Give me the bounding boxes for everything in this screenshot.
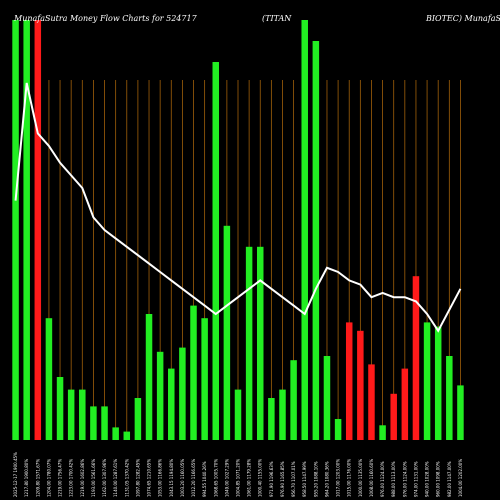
bar (168, 368, 175, 440)
bar (334, 419, 342, 440)
trend-line-layer (14, 82, 462, 333)
bar (23, 20, 30, 440)
bar (112, 427, 119, 440)
bar (123, 431, 131, 440)
x-tick-label: 1140.00 1287.61% (113, 459, 118, 497)
title-middle: (TITAN (262, 14, 292, 23)
x-tick-label: 958.50 1147.99% (302, 461, 307, 497)
bar (357, 330, 364, 440)
bar (134, 398, 142, 440)
x-tick-label: 955.20 1088.10% (313, 461, 318, 497)
bar (201, 318, 208, 440)
x-tick-label: 1068.65 1005.70% (213, 459, 218, 497)
bar (401, 368, 409, 440)
bar (34, 20, 42, 440)
bar (268, 398, 275, 440)
x-tick-label: 1061.00 1179.28% (247, 459, 252, 497)
title-left: MunafaSutra Money Flow Charts for 524717 (13, 14, 198, 23)
bar (179, 347, 186, 440)
bar (423, 322, 431, 440)
bar (345, 322, 353, 440)
x-tick-label: 976.00 1124.00% (380, 461, 385, 497)
x-tick-label: 974.00 1131.00% (413, 461, 418, 497)
x-tick-label: 1162.00 1307.96% (102, 459, 107, 497)
x-tick-label: 1004.00 1202.00% (458, 459, 463, 497)
x-tick-label: 1017.00 1203.00% (336, 459, 341, 497)
bar (390, 393, 397, 440)
bar (256, 246, 264, 440)
bar (434, 326, 442, 440)
money-flow-line (14, 82, 462, 333)
gridlines (15, 80, 461, 440)
x-tick-label: 1204.00 1780.07% (46, 459, 51, 497)
bar (245, 246, 253, 440)
x-tick-label: 964.20 1080.36% (324, 461, 329, 497)
x-tick-label: 994.55 1040.26% (202, 461, 207, 497)
x-tick-label: 1004.85 1071.20% (236, 459, 241, 497)
x-tick-label: 1000.00 1135.00% (358, 459, 363, 497)
x-tick-label: 1219.00 1602.86% (80, 459, 85, 497)
title-right: BIOTEC) MunafaSutra.com (425, 14, 500, 23)
bars (12, 20, 464, 440)
bar (446, 356, 453, 440)
x-tick-label: 940.00 1028.00% (425, 461, 430, 497)
bar (234, 389, 242, 440)
bar (223, 225, 231, 440)
bar (12, 20, 19, 440)
x-tick-label: 1000.40 1155.00% (258, 459, 263, 497)
bar (90, 406, 97, 440)
x-tick-label: 976.90 1165.85% (280, 461, 285, 497)
x-tick-labels: 2025-12-17 1900.45% 1217.80 1900.80% 1209.… (13, 452, 463, 497)
bar (190, 305, 197, 440)
x-tick-label: 1209.80 1571.67% (35, 459, 40, 497)
x-tick-label: 2025-12-17 1900.45% (13, 452, 18, 497)
x-tick-label: 976.00 1124.00% (402, 461, 407, 497)
x-tick-label: 956.70 1107.01% (291, 461, 296, 497)
bar (79, 389, 86, 440)
bar (279, 389, 286, 440)
bar (368, 364, 375, 440)
x-tick-label: 1193.00 1561.66% (91, 459, 96, 497)
x-tick-label: 1049.00 1027.29% (224, 459, 229, 497)
bar (101, 406, 108, 440)
bar (56, 377, 64, 440)
x-tick-label: 1003.20 1160.05% (180, 459, 185, 497)
bar (457, 385, 464, 440)
x-tick-label: 1015.00 1176.00% (347, 459, 352, 497)
x-tick-label: 1097.80 1282.45% (135, 459, 140, 497)
x-tick-label: 1012.20 1166.65% (191, 459, 196, 497)
x-tick-label: 1217.80 1900.80% (24, 459, 29, 497)
bar (45, 318, 53, 440)
bar (379, 425, 386, 440)
x-tick-label: 1053.00 1166.86% (158, 459, 163, 497)
x-tick-label: 1043.15 1194.80% (169, 459, 174, 497)
bar (212, 62, 220, 440)
x-tick-label: 982.00 1147.00% (447, 461, 452, 497)
bar (412, 276, 420, 440)
x-tick-label: 1008.00 1160.60% (369, 459, 374, 497)
x-tick-label: 971.90 1196.63% (269, 461, 274, 497)
bar (67, 389, 75, 440)
x-tick-label: 988.00 1113.00% (391, 461, 396, 497)
bar (312, 41, 320, 440)
x-tick-label: 1223.00 1700.42% (69, 459, 74, 497)
bar (145, 314, 153, 440)
bar (301, 20, 308, 440)
bar (323, 356, 331, 440)
bar (290, 360, 297, 440)
bar (156, 351, 164, 440)
x-tick-label: 960.00 1098.00% (436, 461, 441, 497)
x-tick-label: 1131.05 1370.42% (124, 459, 129, 497)
x-tick-label: 1219.00 1756.47% (58, 459, 63, 497)
x-tick-label: 1074.65 1210.65% (147, 459, 152, 497)
